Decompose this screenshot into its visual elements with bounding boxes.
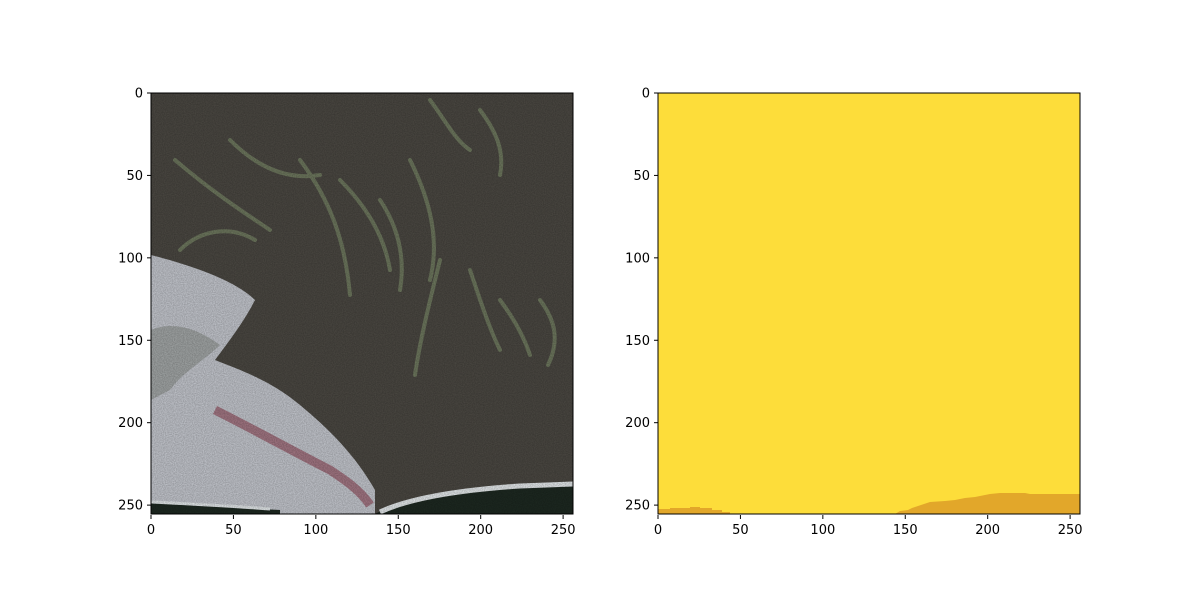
x-tick-label: 0: [147, 523, 155, 538]
segmentation-mask-frame: [657, 92, 1081, 515]
satellite-image-panel: 0 50 100 150 200 250 0 50 100 150 200 250: [118, 87, 575, 539]
x-tick-label: 200: [468, 523, 493, 538]
x-tick-label: 200: [975, 523, 1000, 538]
segmentation-mask-panel: 0 50 100 150 200 250 0 50 100 150 200 250: [625, 87, 1082, 539]
mask-shore-left: [658, 507, 730, 514]
y-tick-label: 200: [118, 416, 143, 431]
y-tick-label: 200: [625, 416, 650, 431]
x-tick-label: 250: [551, 523, 576, 538]
satellite-image: [151, 93, 573, 514]
x-tick-label: 150: [386, 523, 411, 538]
y-tick-label: 50: [633, 169, 650, 184]
y-tick-label: 250: [118, 499, 143, 514]
y-tick-label: 100: [118, 251, 143, 266]
y-tick-label: 50: [126, 169, 143, 184]
satellite-x-axis: 0 50 100 150 200 250: [147, 515, 576, 538]
mask-y-axis: 0 50 100 150 200 250: [625, 87, 658, 514]
x-tick-label: 250: [1058, 523, 1083, 538]
image-texture: [151, 93, 573, 514]
x-tick-label: 100: [810, 523, 835, 538]
satellite-y-axis: 0 50 100 150 200 250: [118, 87, 151, 514]
y-tick-label: 150: [118, 334, 143, 349]
x-tick-label: 100: [303, 523, 328, 538]
x-tick-label: 50: [732, 523, 749, 538]
y-tick-label: 250: [625, 499, 650, 514]
x-tick-label: 150: [893, 523, 918, 538]
x-tick-label: 0: [654, 523, 662, 538]
x-tick-label: 50: [225, 523, 242, 538]
mask-shore-right: [895, 493, 1080, 514]
mask-x-axis: 0 50 100 150 200 250: [654, 515, 1083, 538]
segmentation-mask: [658, 93, 1080, 514]
y-tick-label: 100: [625, 251, 650, 266]
y-tick-label: 150: [625, 334, 650, 349]
y-tick-label: 0: [642, 87, 650, 102]
y-tick-label: 0: [135, 87, 143, 102]
satellite-image-frame: [150, 92, 574, 515]
mask-land-class: [658, 93, 1080, 514]
